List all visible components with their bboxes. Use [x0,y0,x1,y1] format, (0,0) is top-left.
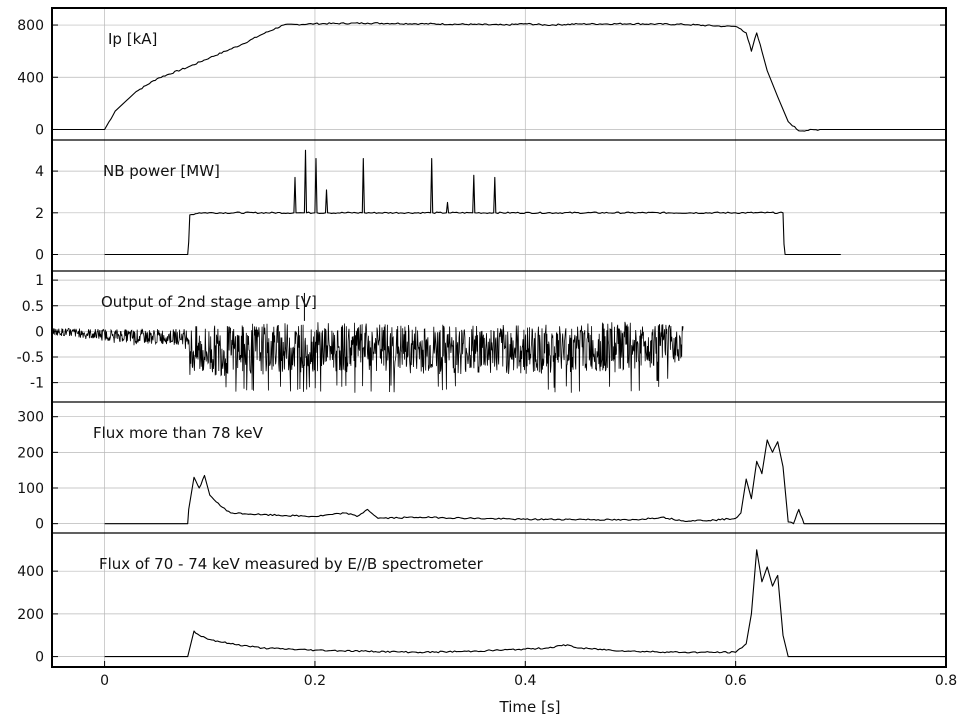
panel-label: Ip [kA] [108,30,157,48]
y-tick-label: 400 [17,70,44,86]
y-tick-label: 100 [17,481,44,497]
y-tick-label: 4 [35,164,44,180]
panel-label: Flux more than 78 keV [93,424,264,442]
series-line-amp-noise [51,321,684,393]
y-tick-label: 2 [35,206,44,222]
x-axis-label: Time [s] [499,698,561,716]
panel-3: -1 -0.5 0 0.5 1 Output of 2nd stage amp [V] [17,270,947,402]
y-tick-label: -1 [30,376,44,392]
series-line-2 [104,149,841,256]
x-tick-label: 0.2 [304,673,326,689]
y-tick-label: 200 [17,607,44,623]
y-tick-label: 0 [35,517,44,533]
x-axis: 0 0.2 0.4 0.6 0.8 [100,661,957,689]
y-tick-label: 0.5 [22,299,44,315]
series-line-1 [52,22,946,132]
panels-group: 0 400 800 Ip [kA] 0 2 4 NB power [MW] -1 -0.5 0 0.5… [17,7,947,668]
x-tick-label: 0.6 [725,673,747,689]
y-tick-label: 400 [17,564,44,580]
y-tick-label: 0 [35,247,44,263]
panel-1: 0 400 800 Ip [kA] [17,8,947,140]
panel-4: 0 100 200 300 Flux more than 78 keV [17,401,947,533]
y-tick-label: 0 [35,650,44,666]
y-tick-label: 1 [35,273,44,289]
y-tick-label: 200 [17,445,44,461]
y-tick-label: 300 [17,410,44,426]
panel-label: Flux of 70 - 74 keV measured by E//B spe… [99,555,484,573]
y-tick-label: 0 [35,324,44,340]
y-tick-label: -0.5 [17,350,44,366]
x-tick-label: 0 [100,673,109,689]
panel-label: NB power [MW] [103,162,220,180]
plot-frame [51,7,947,668]
panel-2: 0 2 4 NB power [MW] [35,139,947,271]
panel-label: Output of 2nd stage amp [V] [101,293,317,311]
y-tick-label: 0 [35,122,44,138]
y-tick-label: 800 [17,18,44,34]
panel-5: 0 200 400 Flux of 70 - 74 keV measured by E… [17,532,947,667]
series-line-5 [104,549,946,658]
x-tick-label: 0.8 [935,673,957,689]
x-tick-label: 0.4 [514,673,536,689]
series-line-4 [104,439,946,525]
